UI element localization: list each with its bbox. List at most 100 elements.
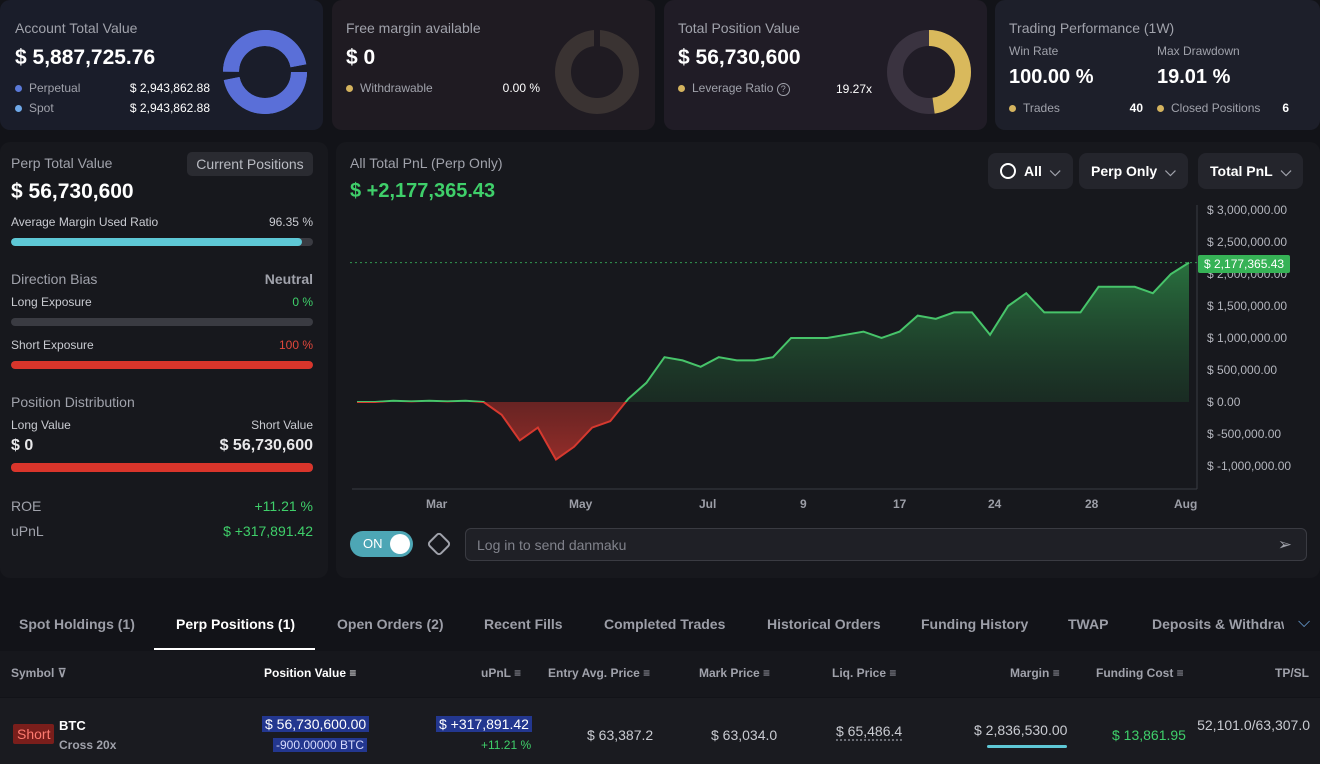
pnl-area-negative — [357, 402, 1189, 460]
x-tick-label: Aug — [1174, 497, 1198, 511]
long-value: $ 0 — [11, 437, 34, 454]
clock-icon — [1000, 163, 1016, 179]
position-donut-icon — [887, 30, 971, 114]
table-header-row — [0, 651, 1320, 697]
header-margin[interactable]: Margin ≡ — [1010, 666, 1060, 680]
position-card: Total Position Value $ 56,730,600 Levera… — [664, 0, 987, 130]
x-tick-label: Mar — [426, 497, 448, 511]
margin-card: Free margin available $ 0 Withdrawable 0.… — [332, 0, 655, 130]
tab-bar — [0, 600, 1320, 650]
row-margin-bar — [987, 745, 1067, 748]
perp-value: $ 56,730,600 — [11, 180, 134, 203]
short-exposure-bar — [11, 361, 313, 369]
help-icon[interactable]: ? — [776, 83, 790, 96]
sort-icon[interactable]: ≡ — [514, 666, 522, 680]
row-symbol[interactable]: BTC — [59, 718, 86, 733]
win-rate-value: 100.00 % — [1009, 66, 1094, 88]
account-card: Account Total Value $ 5,887,725.76 Perpe… — [0, 0, 323, 130]
sort-icon[interactable]: ≡ — [643, 666, 651, 680]
chart-title: All Total PnL (Perp Only) — [350, 155, 503, 171]
row-liq: $ 65,486.4 — [836, 723, 903, 741]
upnl-label: uPnL — [11, 523, 44, 539]
account-value: $ 5,887,725.76 — [15, 46, 156, 69]
tab-3[interactable]: Recent Fills — [484, 616, 563, 632]
table-row[interactable] — [0, 698, 1320, 764]
perpetual-row: Perpetual $ 2,943,862.88 — [15, 81, 210, 95]
header-entry[interactable]: Entry Avg. Price ≡ — [548, 666, 651, 680]
tab-2[interactable]: Open Orders (2) — [337, 616, 444, 632]
margin-label: Free margin available — [346, 20, 481, 36]
filter-icon[interactable]: ⊽ — [57, 666, 67, 680]
row-margin: $ 2,836,530.00 — [974, 722, 1068, 738]
tab-6[interactable]: Funding History — [921, 616, 1029, 632]
chevron-down-icon: ⌵ — [1165, 162, 1176, 179]
header-liq[interactable]: Liq. Price ≡ — [832, 666, 897, 680]
pnl-area-positive — [357, 262, 1189, 402]
row-upnl-pct: +11.21 % — [481, 738, 532, 752]
x-tick-label: May — [569, 497, 593, 511]
x-tick-label: 24 — [988, 497, 1002, 511]
margin-value: $ 0 — [346, 46, 376, 69]
tab-7[interactable]: TWAP — [1068, 616, 1109, 632]
margin-ratio-value: 96.35 % — [268, 215, 313, 229]
tab-5[interactable]: Historical Orders — [767, 616, 881, 632]
row-mode: Cross 20x — [59, 738, 117, 752]
y-tick-label: $ 0.00 — [1207, 395, 1241, 409]
y-tick-label: $ 2,500,000.00 — [1207, 235, 1288, 249]
y-tick-label: $ 500,000.00 — [1207, 363, 1278, 377]
leverage-row: Leverage Ratio ? 19.27x — [678, 81, 872, 96]
side-badge: Short — [13, 724, 55, 744]
perp-title: Perp Total Value — [11, 155, 113, 171]
danmaku-input[interactable]: Log in to send danmaku ➢ — [465, 528, 1307, 561]
tabs-more-chevron-icon[interactable]: ⌵ — [1298, 614, 1311, 631]
row-position-size: -900.00000 BTC — [273, 738, 368, 752]
header-upnl[interactable]: uPnL ≡ — [481, 666, 522, 680]
header-symbol[interactable]: Symbol ⊽ — [11, 666, 67, 680]
tab-8[interactable]: Deposits & Withdraw — [1152, 616, 1284, 632]
performance-card: Trading Performance (1W) Win Rate 100.00… — [995, 0, 1320, 130]
long-value-label: Long Value — [11, 418, 71, 432]
drawdown-value: 19.01 % — [1157, 66, 1231, 88]
tab-4[interactable]: Completed Trades — [604, 616, 726, 632]
account-donut-icon — [223, 30, 307, 114]
margin-donut-icon — [555, 29, 639, 114]
sort-icon[interactable]: ≡ — [349, 666, 357, 680]
tab-1[interactable]: Perp Positions (1) — [176, 616, 296, 632]
toggle-knob — [390, 534, 410, 554]
spot-dot-icon — [15, 105, 22, 113]
upnl-value: $ +317,891.42 — [223, 523, 313, 539]
current-positions-toggle[interactable]: Current Positions — [187, 152, 313, 176]
y-tick-label: $ 1,500,000.00 — [1207, 299, 1288, 313]
trades-row: Trades 40 — [1009, 101, 1143, 115]
sort-icon[interactable]: ≡ — [1176, 666, 1184, 680]
drawdown-label: Max Drawdown — [1157, 44, 1240, 58]
send-icon[interactable]: ➢ — [1277, 535, 1292, 554]
tab-0[interactable]: Spot Holdings (1) — [19, 616, 135, 632]
sort-icon[interactable]: ≡ — [889, 666, 897, 680]
sort-icon[interactable]: ≡ — [1052, 666, 1060, 680]
account-label: Account Total Value — [15, 20, 138, 36]
y-tick-label: $ -1,000,000.00 — [1207, 459, 1292, 473]
scope-filter-button[interactable]: Perp Only ⌵ — [1079, 153, 1188, 189]
y-tick-label: $ -500,000.00 — [1207, 427, 1282, 441]
chevron-down-icon: ⌵ — [1280, 162, 1292, 179]
chevron-down-icon: ⌵ — [1049, 162, 1061, 179]
header-tpsl[interactable]: TP/SL — [1275, 666, 1310, 680]
sort-icon[interactable]: ≡ — [763, 666, 771, 680]
pnl-line-negative — [357, 402, 628, 462]
withdrawable-row: Withdrawable 0.00 % — [346, 81, 540, 95]
header-funding[interactable]: Funding Cost ≡ — [1096, 666, 1184, 680]
margin-ratio-bar — [11, 238, 313, 246]
metric-filter-button[interactable]: Total PnL ⌵ — [1198, 153, 1304, 189]
y-tick-label: $ 3,000,000.00 — [1207, 203, 1288, 217]
row-tpsl[interactable]: 52,101.0/63,307.0 — [1197, 717, 1310, 733]
header-position-value[interactable]: Position Value ≡ — [264, 666, 357, 680]
position-value: $ 56,730,600 — [678, 46, 801, 69]
pnl-line-positive — [357, 261, 1190, 402]
danmaku-toggle[interactable]: ON — [350, 531, 413, 557]
header-mark[interactable]: Mark Price ≡ — [699, 666, 771, 680]
range-filter-button[interactable]: All ⌵ — [988, 153, 1073, 189]
row-funding: $ 13,861.95 — [1112, 727, 1186, 743]
chart-value: $ +2,177,365.43 — [350, 180, 496, 202]
